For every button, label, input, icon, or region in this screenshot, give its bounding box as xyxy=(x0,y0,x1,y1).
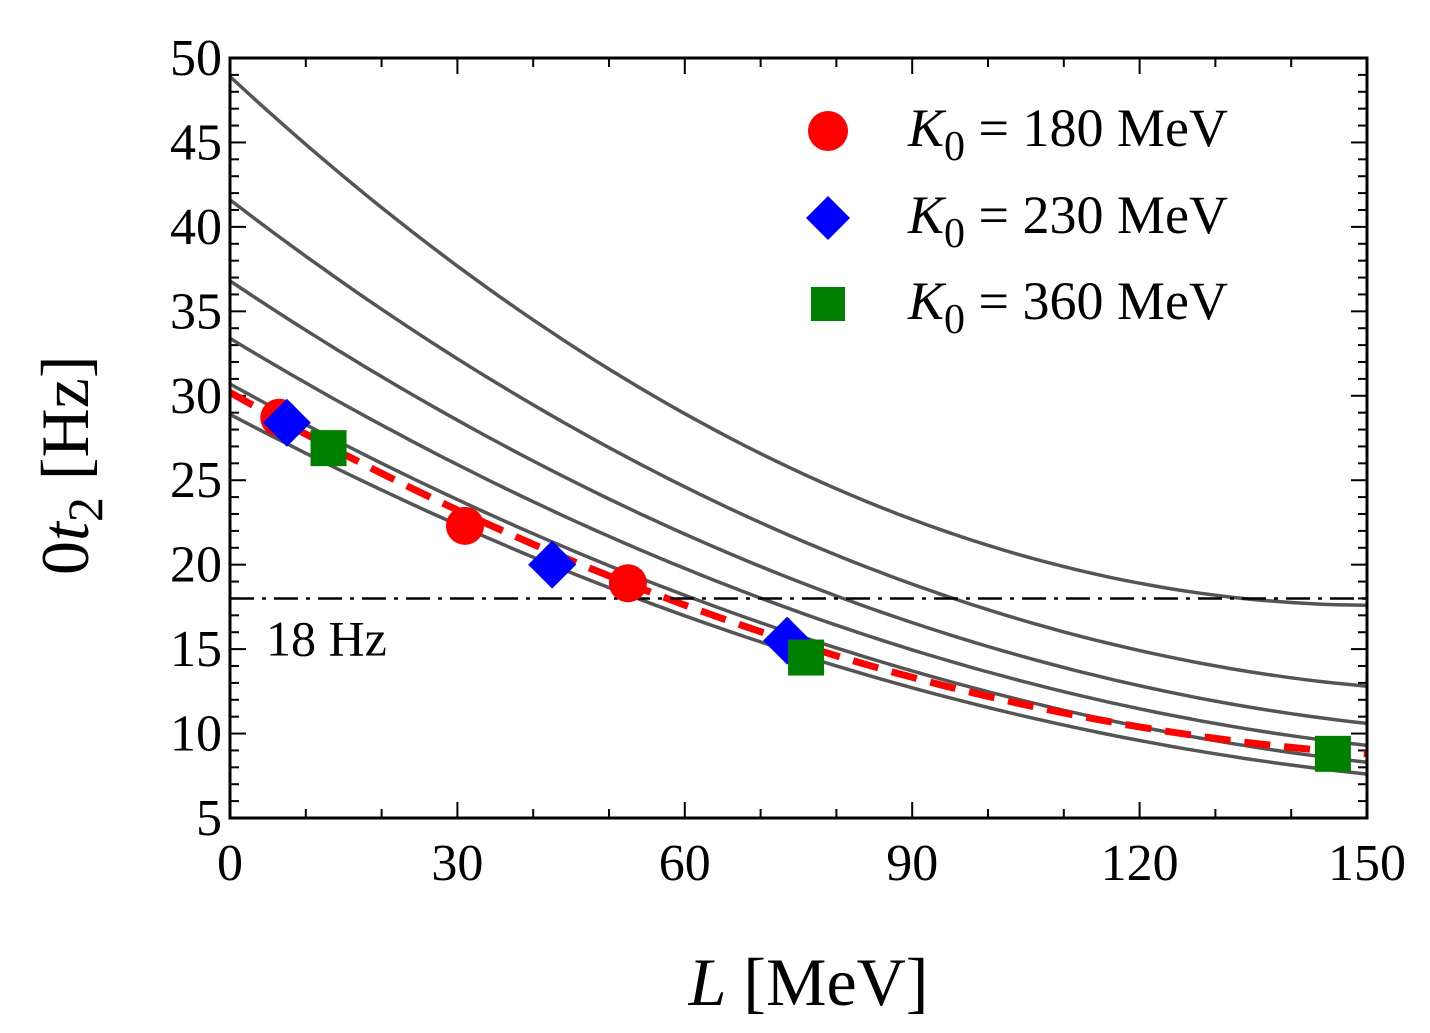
legend-sub: 0 xyxy=(944,211,965,257)
x-axis-title-var: L xyxy=(688,944,727,1020)
x-tick-label: 150 xyxy=(1328,835,1406,892)
y-tick-label: 25 xyxy=(170,452,222,509)
legend-label-k230: K0 = 230 MeV xyxy=(907,185,1228,257)
gray-curve xyxy=(229,336,1368,748)
legend-sub: 0 xyxy=(944,297,965,343)
legend-label-k180: K0 = 180 MeV xyxy=(907,98,1228,170)
x-axis-title-unit: [MeV] xyxy=(726,944,928,1020)
x-tick-label: 30 xyxy=(431,835,483,892)
data-point-square xyxy=(310,430,347,467)
legend-marker-square xyxy=(811,287,845,321)
legend-marker-diamond xyxy=(806,196,850,240)
x-tick-label: 120 xyxy=(1101,835,1179,892)
data-point-square xyxy=(1314,735,1351,772)
reference-line-label: 18 Hz xyxy=(266,610,387,666)
y-tick-label: 5 xyxy=(196,790,222,847)
y-tick-label: 40 xyxy=(170,199,222,256)
y-axis-title-prefix: 0 xyxy=(27,541,103,575)
y-tick-label: 15 xyxy=(170,621,222,678)
legend-rest: = 230 MeV xyxy=(965,185,1228,245)
x-tick-label: 60 xyxy=(659,835,711,892)
legend-var: K xyxy=(907,98,947,158)
legend-label-k360: K0 = 360 MeV xyxy=(907,271,1228,343)
y-axis-title: 0t2 [Hz] xyxy=(27,356,113,575)
data-point-circle xyxy=(608,564,647,603)
y-tick-label: 20 xyxy=(170,537,222,594)
y-axis-title-var: t xyxy=(27,520,103,541)
data-points xyxy=(260,398,1351,772)
gray-curve xyxy=(229,279,1368,726)
y-tick-label: 30 xyxy=(170,368,222,425)
y-tick-label: 35 xyxy=(170,283,222,340)
legend-var: K xyxy=(907,271,947,331)
ticks: 0 30 60 90 120 150 5 10 15 20 25 30 35 40 45 50 xyxy=(170,30,1406,892)
data-point-diamond xyxy=(528,540,577,589)
data-point-diamond xyxy=(262,398,311,447)
legend-rest: = 180 MeV xyxy=(965,98,1228,158)
legend-item-k360: K0 = 360 MeV xyxy=(811,271,1228,343)
gray-curve xyxy=(228,75,1368,607)
legend-sub: 0 xyxy=(944,124,965,170)
data-point-circle xyxy=(445,506,484,545)
x-axis-title: L [MeV] xyxy=(688,944,929,1020)
legend-item-k180: K0 = 180 MeV xyxy=(808,98,1228,170)
legend-marker-circle xyxy=(808,111,848,151)
fit-line xyxy=(228,389,1368,758)
gray-curve xyxy=(228,198,1368,689)
y-axis-title-sub: 2 xyxy=(57,497,113,522)
y-axis-title-unit: [Hz] xyxy=(27,356,103,498)
legend-var: K xyxy=(907,185,947,245)
y-tick-label: 50 xyxy=(170,30,222,87)
y-tick-label: 10 xyxy=(170,706,222,763)
plot-frame xyxy=(228,56,1369,820)
gray-curve xyxy=(229,382,1368,765)
legend-item-k230: K0 = 230 MeV xyxy=(806,185,1228,257)
x-tick-label: 0 xyxy=(217,835,243,892)
y-tick-label: 45 xyxy=(170,114,222,171)
x-tick-label: 90 xyxy=(886,835,938,892)
data-point-square xyxy=(788,639,825,676)
legend: K0 = 180 MeV K0 = 230 MeV K0 = 360 MeV xyxy=(806,98,1228,343)
legend-rest: = 360 MeV xyxy=(965,271,1228,331)
